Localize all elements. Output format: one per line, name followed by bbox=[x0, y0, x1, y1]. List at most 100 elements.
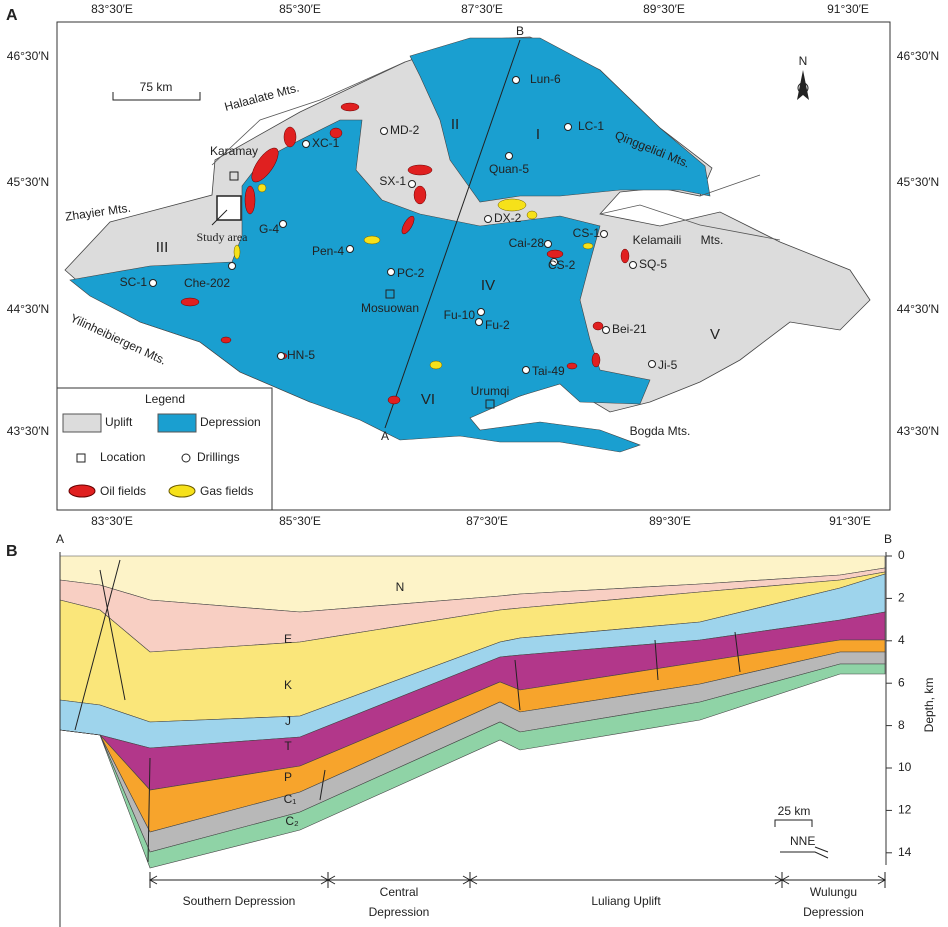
drilling bbox=[505, 152, 513, 160]
section-end: B bbox=[884, 532, 892, 546]
oil-field bbox=[620, 248, 630, 264]
latitude-label: 45°30′N bbox=[897, 175, 939, 189]
legend-label: Uplift bbox=[105, 415, 133, 429]
latitude-label: 44°30′N bbox=[7, 302, 49, 316]
drilling bbox=[512, 76, 520, 84]
legend-label: Depression bbox=[200, 415, 261, 429]
tectonic-unit: IV bbox=[481, 277, 495, 294]
section-end: B bbox=[516, 24, 524, 38]
tectonic-unit: III bbox=[156, 239, 169, 256]
legend-swatch bbox=[76, 453, 86, 463]
oil-field bbox=[546, 249, 564, 259]
zone-label: Southern Depression bbox=[183, 894, 296, 908]
stratum-label: N bbox=[396, 580, 405, 594]
map-frame bbox=[56, 21, 891, 511]
drilling bbox=[380, 127, 388, 135]
depth-tick-label: 0 bbox=[898, 548, 905, 562]
study-area-label: Study area bbox=[197, 230, 249, 244]
drilling bbox=[564, 123, 572, 131]
legend-label: Location bbox=[100, 450, 145, 464]
section-panel bbox=[59, 552, 887, 927]
well-label: MD-2 bbox=[390, 123, 420, 137]
location bbox=[385, 289, 395, 299]
well-label: G-4 bbox=[259, 222, 279, 236]
tectonic-unit: I bbox=[536, 126, 540, 143]
legend-swatch bbox=[62, 413, 102, 433]
well-label: Fu-2 bbox=[485, 318, 510, 332]
stratum-label: E bbox=[284, 632, 292, 646]
north-label: N bbox=[799, 54, 808, 68]
latitude-label: 44°30′N bbox=[897, 302, 939, 316]
depth-tick-label: 6 bbox=[898, 675, 905, 689]
longitude-label: 83°30′E bbox=[91, 514, 133, 528]
scale-bar bbox=[774, 819, 813, 827]
longitude-label: 87°30′E bbox=[466, 514, 508, 528]
drilling bbox=[477, 308, 485, 316]
drilling bbox=[550, 258, 558, 266]
location bbox=[485, 399, 495, 409]
well-label: Quan-5 bbox=[489, 162, 529, 176]
direction-arrow bbox=[780, 846, 829, 859]
oil-field bbox=[407, 164, 433, 176]
study-area-arrow bbox=[211, 209, 228, 226]
mountain-label: Kelamaili bbox=[633, 233, 682, 247]
gas-field bbox=[257, 183, 267, 193]
well-label: CS-1 bbox=[573, 226, 601, 240]
well-label: DX-2 bbox=[494, 211, 522, 225]
drilling bbox=[279, 220, 287, 228]
location-label: Mosuowan bbox=[361, 301, 419, 315]
scale-label: 25 km bbox=[778, 804, 811, 818]
panel-label: B bbox=[6, 543, 18, 560]
stratum-label: J bbox=[285, 714, 291, 728]
drilling bbox=[648, 360, 656, 368]
oil-field bbox=[387, 395, 401, 405]
panel-label: A bbox=[6, 7, 18, 24]
strata bbox=[59, 555, 886, 869]
well-label: LC-1 bbox=[578, 119, 604, 133]
depth-tick-label: 10 bbox=[898, 760, 912, 774]
scale-label: 75 km bbox=[140, 80, 173, 94]
oil-field bbox=[591, 352, 601, 368]
oil-field bbox=[244, 185, 256, 215]
well-label: Lun-6 bbox=[530, 72, 561, 86]
axis-title: Depth, km bbox=[922, 678, 936, 733]
stratum bbox=[59, 663, 886, 869]
longitude-label: 91°30′E bbox=[827, 2, 869, 16]
tectonic-unit: V bbox=[710, 326, 720, 343]
legend-label: Drillings bbox=[197, 450, 240, 464]
drilling bbox=[387, 268, 395, 276]
oil-field bbox=[329, 127, 343, 139]
legend-title: Legend bbox=[145, 392, 185, 406]
location-label: Urumqi bbox=[471, 384, 510, 398]
gas-field bbox=[582, 242, 594, 250]
zone-arrow bbox=[780, 872, 887, 888]
drilling bbox=[346, 245, 354, 253]
zone-bar bbox=[148, 872, 887, 888]
depth-tick-label: 2 bbox=[898, 591, 905, 605]
zone-label: Central bbox=[380, 885, 419, 899]
longitude-label: 87°30′E bbox=[461, 2, 503, 16]
latitude-label: 43°30′N bbox=[7, 424, 49, 438]
section-line bbox=[384, 39, 521, 429]
oil-field bbox=[566, 362, 578, 370]
well-label: PC-2 bbox=[397, 266, 425, 280]
well-label: CS-2 bbox=[548, 258, 576, 272]
well-label: XC-1 bbox=[312, 136, 340, 150]
location bbox=[229, 171, 239, 181]
zone-label: Wulungu bbox=[810, 885, 857, 899]
latitude-label: 45°30′N bbox=[7, 175, 49, 189]
scale-bar bbox=[112, 92, 201, 101]
latitude-label: 43°30′N bbox=[897, 424, 939, 438]
well-label: Tai-49 bbox=[532, 364, 565, 378]
longitude-label: 89°30′E bbox=[649, 514, 691, 528]
gas-field bbox=[363, 235, 381, 245]
location-label: Karamay bbox=[210, 144, 258, 158]
well-label: Che-202 bbox=[184, 276, 230, 290]
legend-swatch bbox=[168, 484, 196, 498]
section-end: A bbox=[381, 429, 389, 443]
longitude-label: 85°30′E bbox=[279, 514, 321, 528]
zone-label: Luliang Uplift bbox=[591, 894, 661, 908]
depression-area bbox=[69, 119, 651, 453]
tectonic-unit: VI bbox=[421, 391, 435, 408]
